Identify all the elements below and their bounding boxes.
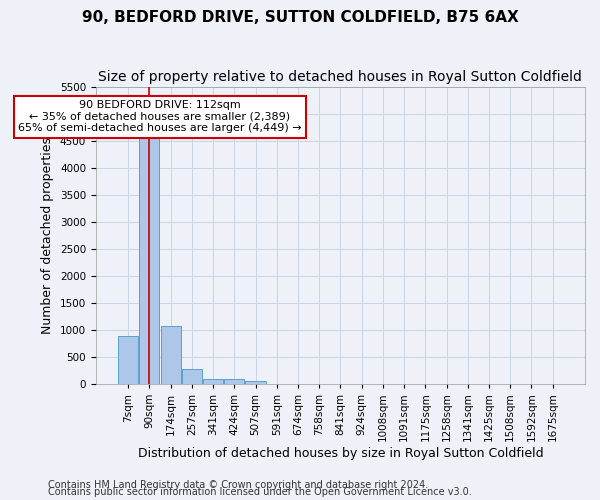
- Bar: [161, 326, 181, 384]
- Bar: [203, 379, 223, 384]
- Bar: [118, 336, 138, 384]
- Bar: [245, 381, 266, 384]
- Bar: [224, 380, 244, 384]
- Title: Size of property relative to detached houses in Royal Sutton Coldfield: Size of property relative to detached ho…: [98, 70, 583, 84]
- X-axis label: Distribution of detached houses by size in Royal Sutton Coldfield: Distribution of detached houses by size …: [137, 447, 543, 460]
- Text: 90 BEDFORD DRIVE: 112sqm
← 35% of detached houses are smaller (2,389)
65% of sem: 90 BEDFORD DRIVE: 112sqm ← 35% of detach…: [18, 100, 302, 134]
- Text: Contains public sector information licensed under the Open Government Licence v3: Contains public sector information licen…: [48, 487, 472, 497]
- Y-axis label: Number of detached properties: Number of detached properties: [41, 136, 54, 334]
- Bar: [139, 138, 160, 384]
- Bar: [182, 368, 202, 384]
- Text: Contains HM Land Registry data © Crown copyright and database right 2024.: Contains HM Land Registry data © Crown c…: [48, 480, 428, 490]
- Text: 90, BEDFORD DRIVE, SUTTON COLDFIELD, B75 6AX: 90, BEDFORD DRIVE, SUTTON COLDFIELD, B75…: [82, 10, 518, 25]
